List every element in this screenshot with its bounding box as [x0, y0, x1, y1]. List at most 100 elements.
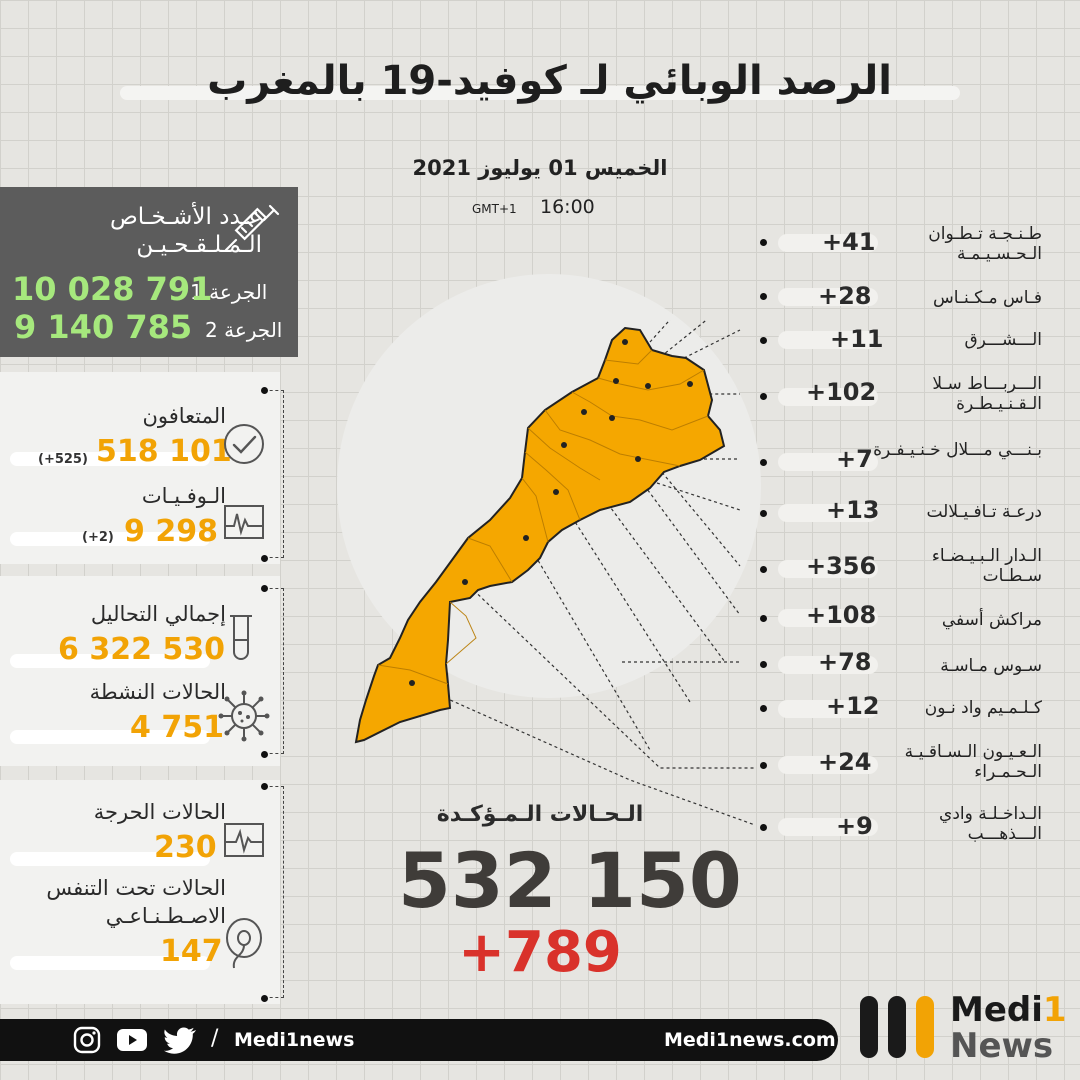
region-count-marrakech-safi: +108 [806, 601, 877, 629]
vaccinated-label-line1: عـدد الأشـخـاص [109, 204, 262, 230]
stat-bar [10, 956, 210, 970]
bracket-dot [261, 387, 268, 394]
region-name-casablanca-settat: الـدار الـبـيـضـاء سـطـات [931, 546, 1042, 586]
brand-name-line1: Medi1 [950, 990, 1067, 1030]
region-leader-dot [760, 510, 767, 517]
confirmed-cases-label: الـحـالات الـمـؤكـدة [436, 802, 644, 827]
deaths-label: الـوفـيـات [141, 484, 226, 508]
report-date: الخميس 01 يوليوز 2021 [412, 156, 668, 180]
region-dot [645, 383, 651, 389]
ecg-icon [224, 505, 264, 539]
region-pill [778, 388, 878, 406]
vaccination-box [0, 187, 298, 357]
ventilator-mask-icon [226, 918, 262, 969]
region-count-casablanca-settat: +356 [806, 552, 877, 580]
tests-label: إجمالي التحاليل [90, 602, 226, 626]
critical-value: 230 [154, 830, 217, 865]
bracket-dot [261, 585, 268, 592]
check-circle-icon [224, 424, 264, 464]
brand-name-line2: News [950, 1026, 1054, 1066]
region-dot [462, 579, 468, 585]
region-count-dakhla-oued-eddahab: +9 [836, 812, 873, 840]
region-count-souss-massa: +78 [818, 648, 872, 676]
bracket-dot [261, 783, 268, 790]
confirmed-cases-delta: +789 [458, 920, 622, 985]
region-name-beni-mellal-khenifra: بـنـــي مـــلال خـنـيـفـرة [873, 440, 1042, 460]
region-name-tanger-tetouan-alhoceima: طـنـجـة تـطـوان الـحـسـيـمـة [928, 224, 1042, 264]
region-name-laayoune-sakia-elhamra: الـعـيـون الـسـاقـيـة الـحـمـراء [904, 742, 1042, 782]
medi1-logo-bars [860, 996, 934, 1058]
region-leader-dot [760, 393, 767, 400]
stat-bar [10, 452, 210, 466]
ventilation-value: 147 [160, 934, 223, 969]
region-pill [778, 504, 878, 522]
region-count-beni-mellal-khenifra: +7 [836, 445, 873, 473]
region-dot [635, 456, 641, 462]
instagram-icon[interactable] [72, 1025, 102, 1055]
youtube-icon[interactable] [116, 1027, 148, 1053]
region-leader-dot [760, 459, 767, 466]
region-leader-dot [760, 337, 767, 344]
region-name-guelmim-oued-noun: كـلـمـيم واد نـون [924, 698, 1042, 718]
leader-line [464, 581, 755, 769]
region-name-fes-meknes: فـاس مـكـنـاس [933, 288, 1042, 308]
morocco-map [354, 320, 756, 826]
region-count-oriental: +11 [830, 325, 884, 353]
tests-value: 6 322 530 [58, 632, 226, 667]
region-count-tanger-tetouan-alhoceima: +41 [822, 228, 876, 256]
region-dot [581, 409, 587, 415]
leader-line [411, 682, 756, 826]
region-dot [687, 381, 693, 387]
region-pill [778, 453, 878, 471]
region-name-rabat-sale-kenitra: الـــربـــاط سـلا الـقـنـيـطـرة [932, 374, 1042, 414]
bracket-dot [261, 555, 268, 562]
recovered-label: المتعافون [142, 404, 226, 428]
recovered-delta: (+525) [38, 452, 88, 467]
region-leader-dot [760, 566, 767, 573]
dose2-label: الجرعة 2 [205, 318, 283, 342]
active-label: الحالات النشطة [89, 680, 226, 704]
stat-bar [10, 730, 210, 744]
region-leader-dot [760, 824, 767, 831]
twitter-icon[interactable] [164, 1026, 198, 1054]
title-underline [120, 86, 960, 100]
region-pill [778, 331, 878, 349]
test-tube-icon [230, 615, 252, 660]
region-name-oriental: الـــشـــرق [964, 330, 1042, 350]
region-leader-dot [760, 239, 767, 246]
stat-bar [10, 654, 210, 668]
region-pill [778, 560, 878, 578]
region-pill [778, 234, 878, 252]
leader-line [656, 482, 741, 511]
confirmed-cases-value: 532 150 [398, 836, 742, 925]
region-dot [561, 442, 567, 448]
region-pill [778, 656, 878, 674]
deaths-value: 9 298 [124, 514, 218, 549]
region-leader-dot [760, 705, 767, 712]
leader-line [525, 539, 651, 751]
region-dot [622, 339, 628, 345]
region-leader-dot [760, 762, 767, 769]
region-leader-dot [760, 615, 767, 622]
stat-bar [10, 852, 210, 866]
recovered-value: 518 101 [96, 434, 232, 469]
dose1-value: 10 028 791 [12, 270, 213, 308]
region-pill [778, 288, 878, 306]
region-pill [778, 700, 878, 718]
panel-bracket [264, 390, 284, 558]
dose2-value: 9 140 785 [14, 308, 193, 346]
footer-website[interactable]: Medi1news.com [664, 1029, 836, 1051]
syringe-icon [224, 204, 280, 252]
panel-bracket [264, 588, 284, 754]
region-name-draa-tafilalet: درعـة تـافـيـلالت [926, 502, 1042, 522]
stat-bar [10, 532, 210, 546]
region-leader-dot [760, 293, 767, 300]
report-timezone: GMT+1 [472, 202, 517, 216]
page-title: الرصد الوبائي لـ كوفيد-19 بالمغرب [207, 58, 892, 104]
region-name-souss-massa: سـوس مـاسـة [940, 656, 1042, 676]
footer-handle[interactable]: Medi1news [234, 1029, 355, 1051]
deaths-delta: (+2) [82, 530, 114, 545]
region-dot [409, 680, 415, 686]
ventilation-label-line2: الاصـطـنـاعـي [105, 904, 226, 928]
region-pill [778, 609, 878, 627]
